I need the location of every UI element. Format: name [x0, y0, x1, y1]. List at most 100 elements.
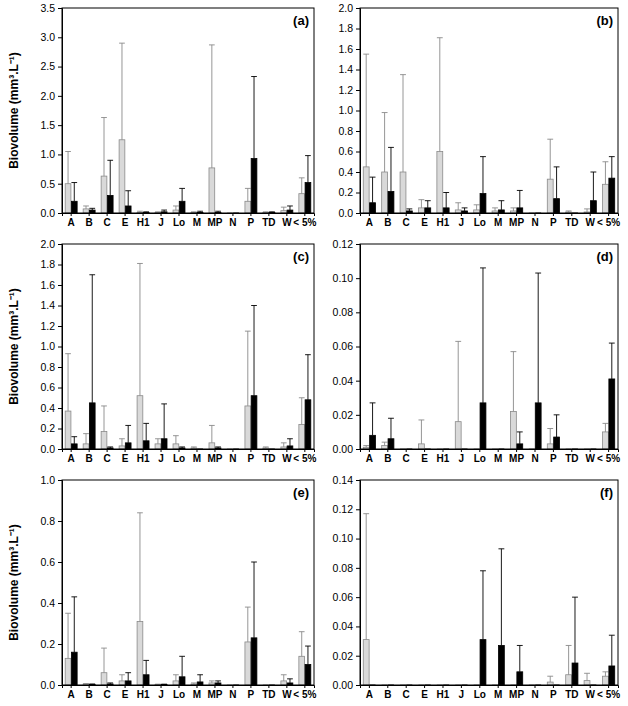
tick-label: B	[384, 689, 391, 700]
error-cap	[215, 446, 221, 447]
tick-label: 0.6	[40, 381, 55, 393]
error-cap	[609, 635, 615, 636]
axis-line	[356, 9, 361, 214]
error-cap	[382, 112, 388, 113]
error-cap	[388, 147, 394, 148]
error-line	[74, 437, 75, 444]
tick-mark	[161, 213, 162, 216]
error-line	[476, 205, 477, 210]
tick-mark	[356, 480, 360, 481]
tick: 1.8	[40, 258, 62, 270]
error-cap	[101, 117, 107, 118]
tick-label: 0.8	[338, 125, 353, 137]
tick: TD	[565, 449, 578, 464]
error-cap	[305, 646, 311, 647]
error-cap	[287, 678, 293, 679]
y-axis: 0.000.020.040.060.080.100.120.14	[333, 474, 361, 691]
tick-mark	[58, 213, 62, 214]
tick: 0.02	[333, 650, 360, 662]
error-line	[121, 43, 122, 140]
tick-label: 1.5	[40, 119, 55, 131]
tick-label: B	[86, 453, 93, 464]
tick: W	[585, 449, 595, 464]
error-line	[247, 188, 248, 201]
tick-mark	[356, 539, 360, 540]
error-line	[550, 139, 551, 179]
axis-line	[361, 450, 619, 453]
tick-label: E	[122, 453, 129, 464]
error-cap	[437, 37, 443, 38]
panel-label: (f)	[600, 485, 613, 500]
bar	[609, 379, 615, 449]
tick-label: 0.02	[333, 409, 354, 421]
error-cap	[65, 353, 71, 354]
error-line	[68, 354, 69, 411]
tick-mark	[179, 685, 180, 688]
tick-mark	[58, 244, 62, 245]
error-cap	[155, 438, 161, 439]
error-line	[68, 152, 69, 184]
error-line	[458, 203, 459, 210]
panel-label: (c)	[293, 249, 309, 264]
tick-label: 0.5	[40, 178, 55, 190]
error-bar	[215, 447, 221, 448]
tick-mark	[356, 597, 360, 598]
bar	[119, 681, 125, 685]
y-axis: 0.000.020.040.060.080.100.12	[333, 238, 361, 455]
tick: 0.00	[333, 443, 360, 455]
x-axis: ABCEH1JLoMMPNPTDW< 5%	[63, 213, 317, 228]
tick: TD	[565, 213, 578, 228]
tick-mark	[356, 152, 360, 153]
tick-mark	[356, 90, 360, 91]
error-bar	[462, 208, 468, 211]
error-bar	[89, 275, 95, 403]
tick: 2.0	[338, 2, 360, 14]
tick-label: A	[68, 217, 75, 228]
tick: M	[193, 449, 201, 464]
bar	[161, 439, 167, 449]
error-cap	[455, 202, 461, 203]
tick-mark	[369, 685, 370, 688]
tick-label: A	[366, 217, 373, 228]
error-bar	[161, 404, 167, 439]
error-line	[556, 415, 557, 437]
error-bar	[382, 113, 388, 172]
tick-label: 1.2	[40, 320, 55, 332]
error-line	[247, 607, 248, 642]
error-cap	[89, 208, 95, 209]
tick-mark	[250, 685, 251, 688]
error-line	[482, 268, 483, 403]
error-bar	[161, 210, 167, 212]
tick-label: 0.4	[40, 402, 55, 414]
error-line	[254, 562, 255, 638]
error-bar	[173, 675, 179, 681]
tick: 1.6	[338, 43, 360, 55]
error-cap	[305, 155, 311, 156]
error-cap	[191, 446, 197, 447]
tick: 1.4	[338, 63, 360, 75]
error-bar	[382, 442, 388, 445]
bar	[71, 201, 77, 213]
error-line	[121, 675, 122, 681]
tick: 0.8	[338, 125, 360, 137]
error-line	[593, 172, 594, 201]
error-cap	[125, 672, 131, 673]
tick-label: 0.2	[40, 422, 55, 434]
tick: C	[103, 213, 110, 228]
error-bar	[370, 177, 376, 203]
tick: 0.6	[40, 381, 62, 393]
plot-frame	[62, 480, 314, 685]
tick: W	[585, 685, 595, 700]
error-line	[587, 673, 588, 680]
error-bar	[281, 675, 287, 681]
error-cap	[305, 354, 311, 355]
error-line	[157, 439, 158, 444]
tick-label: E	[421, 217, 428, 228]
error-line	[104, 118, 105, 177]
error-line	[501, 549, 502, 646]
panel: 0.00.20.40.60.81.0ABCEH1JLoMMPNPTDW< 5%(…	[7, 474, 316, 700]
error-cap	[143, 660, 149, 661]
error-cap	[173, 205, 179, 206]
tick-label: TD	[565, 689, 578, 700]
tick-label: N	[531, 689, 538, 700]
